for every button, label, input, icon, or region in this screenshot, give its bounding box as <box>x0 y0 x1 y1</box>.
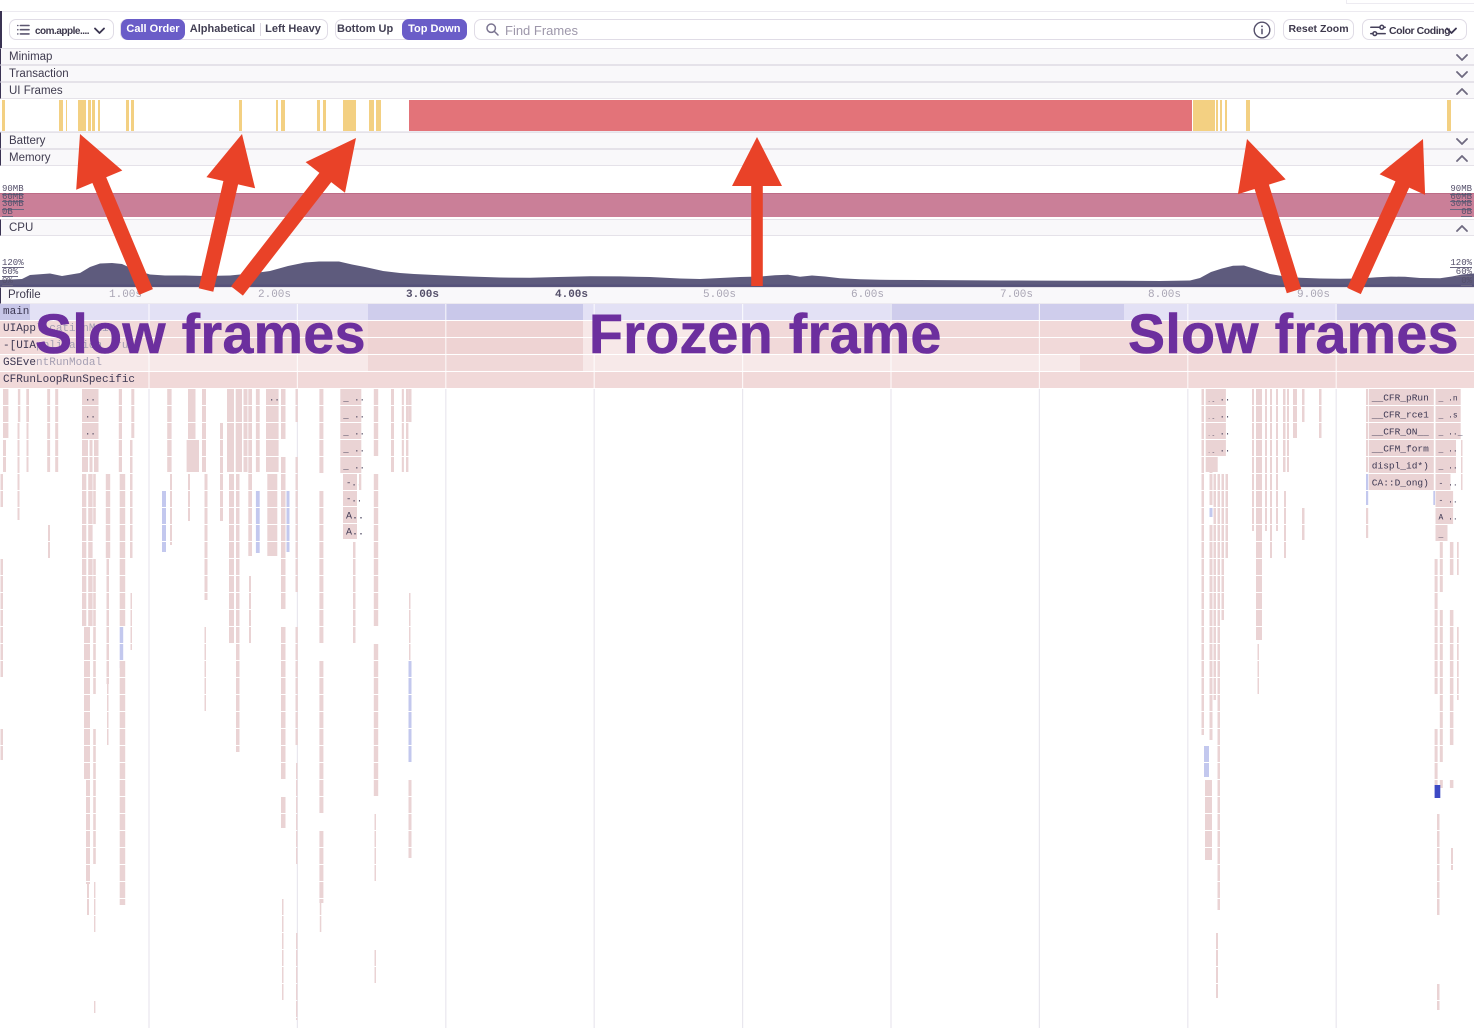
svg-text:_ ..: _ .. <box>342 394 365 404</box>
svg-text:_ ..: _ .. <box>1208 445 1231 455</box>
svg-text:displ_id*): displ_id*) <box>1372 461 1429 472</box>
svg-text:_: _ <box>1438 531 1444 540</box>
svg-text:A ..: A .. <box>1439 514 1458 523</box>
svg-text:_ ..: _ .. <box>342 462 365 472</box>
svg-text:_ ..: _ .. <box>1438 463 1458 472</box>
svg-text:_ ..: _ .. <box>1438 446 1458 455</box>
svg-text:-..: -.. <box>346 479 362 489</box>
svg-text:..: .. <box>85 428 96 438</box>
svg-text:..: .. <box>269 394 280 404</box>
svg-text:..: .. <box>85 411 96 421</box>
svg-text:__CFR_rce1: __CFR_rce1 <box>1371 410 1429 421</box>
svg-text:__CFR_ON__: __CFR_ON__ <box>1371 427 1429 438</box>
svg-text:_ .._: _ .._ <box>1438 429 1463 438</box>
svg-text:__CFR_pRun: __CFR_pRun <box>1371 393 1429 404</box>
svg-text:-..: -.. <box>346 495 362 505</box>
svg-text:- ..: - .. <box>1439 497 1458 506</box>
svg-text:__CFM_form: __CFM_form <box>1371 444 1429 455</box>
svg-text:_ ..: _ .. <box>342 428 365 438</box>
svg-text:CA::D_ong): CA::D_ong) <box>1372 478 1429 489</box>
svg-text:_ ..: _ .. <box>342 411 365 421</box>
svg-text:_ .n: _ .n <box>1438 395 1458 404</box>
svg-text:..: .. <box>85 394 96 404</box>
svg-text:_ ..: _ .. <box>1208 428 1231 438</box>
svg-text:- ..: - .. <box>1439 480 1458 489</box>
svg-text:_ ..: _ .. <box>1208 411 1231 421</box>
svg-text:_ ..: _ .. <box>342 445 365 455</box>
svg-text:A..: A.. <box>346 528 364 539</box>
svg-text:A..: A.. <box>346 512 364 523</box>
svg-text:_ ..: _ .. <box>1208 394 1231 404</box>
svg-text:_ .s: _ .s <box>1438 412 1458 421</box>
